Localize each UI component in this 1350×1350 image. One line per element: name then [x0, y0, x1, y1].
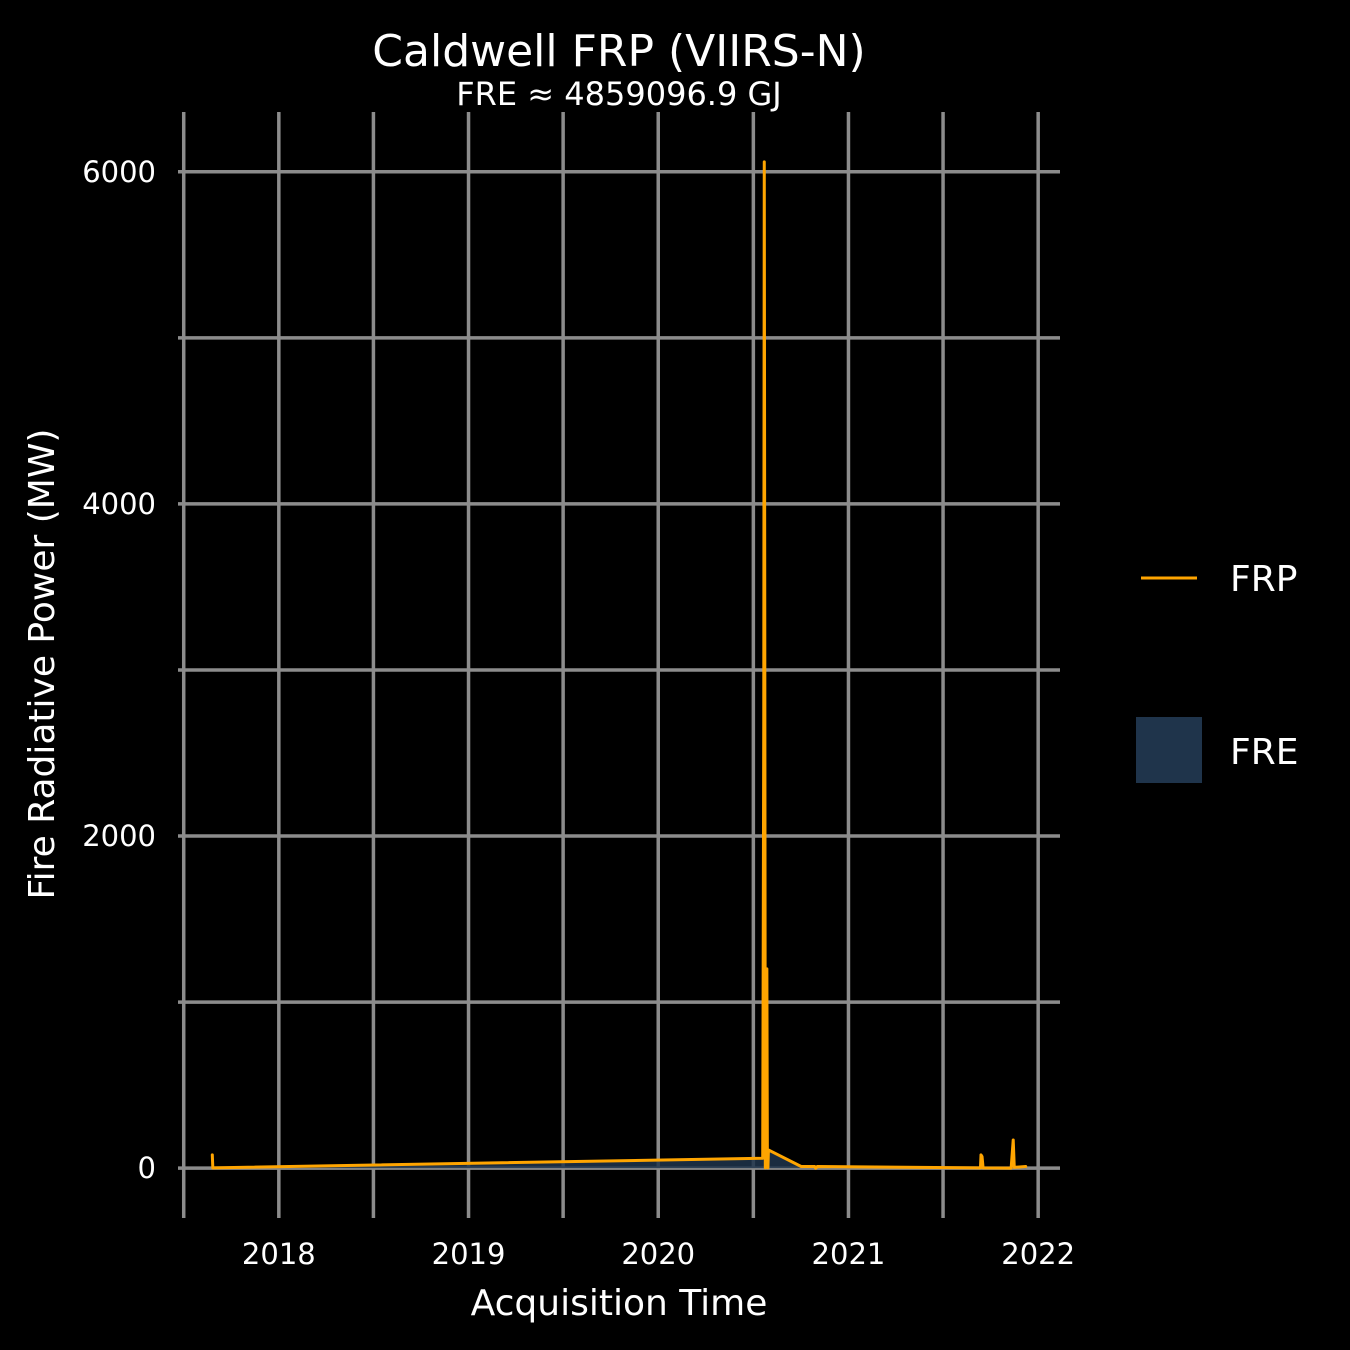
- legend-fre-label: FRE: [1230, 732, 1298, 773]
- legend: FRP FRE: [1136, 559, 1298, 783]
- x-tick-label: 2022: [1001, 1237, 1075, 1271]
- x-tick-label: 2018: [242, 1237, 316, 1271]
- y-tick-label: 4000: [82, 487, 156, 521]
- y-tick-label: 6000: [82, 155, 156, 189]
- frp-line: [210, 160, 1028, 1170]
- fre-area-layer: [212, 161, 1026, 1169]
- chart-title: Caldwell FRP (VIIRS-N): [372, 26, 865, 77]
- legend-frp-label: FRP: [1230, 559, 1297, 600]
- x-tick-label: 2020: [621, 1237, 695, 1271]
- legend-fre-key: [1136, 717, 1202, 783]
- x-tick-label: 2019: [432, 1237, 506, 1271]
- y-tick-label: 0: [138, 1151, 156, 1185]
- x-axis-title: Acquisition Time: [471, 1283, 768, 1324]
- y-axis-ticks: 0 2000 4000 6000: [82, 155, 156, 1185]
- grid-lines: [178, 112, 1060, 1218]
- y-tick-label: 2000: [82, 819, 156, 853]
- fre-area: [212, 161, 1026, 1169]
- frp-line-layer: [210, 160, 1028, 1170]
- x-tick-label: 2021: [812, 1237, 886, 1271]
- chart-subtitle: FRE ≈ 4859096.9 GJ: [456, 75, 781, 113]
- y-axis-title: Fire Radiative Power (MW): [22, 429, 63, 900]
- x-axis-ticks: 2018 2019 2020 2021 2022: [242, 1237, 1075, 1271]
